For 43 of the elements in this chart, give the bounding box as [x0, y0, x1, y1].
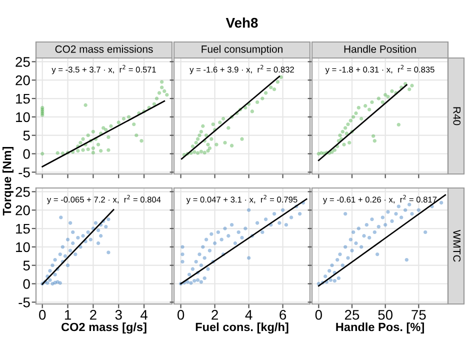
x-tick-label: 25: [344, 310, 360, 320]
x-tick-label: 4: [245, 310, 252, 320]
annotation: y = -0.61 + 0.26 · x, r$^{2}$ = 0.817: [322, 194, 437, 204]
y2-axis-title: R40: [453, 107, 461, 126]
y-tick-label: -5: [18, 298, 30, 308]
x-tick-label: 1: [64, 310, 71, 320]
y2-axis-title: WMTC: [453, 230, 461, 262]
y-tick-label: 5: [23, 260, 30, 271]
x-tick-label: 75: [412, 310, 426, 320]
x-tick-label: 6: [280, 310, 286, 320]
y-tick-label: 0: [23, 279, 30, 289]
chart-subtitle: Fuel consumption: [202, 45, 282, 55]
x-tick-label: 2: [90, 310, 96, 320]
annotation: y = -1.8 + 0.31 · x, r$^{2}$ = 0.835: [325, 64, 434, 74]
chart-subtitle: CO2 mass emissions: [55, 45, 153, 53]
y-tick-label: 25: [16, 187, 30, 197]
y-tick-label: -5: [18, 168, 30, 178]
y-tick-label: 0: [23, 149, 30, 159]
x-axis-title: Fuel cons. [kg/h]: [196, 322, 288, 334]
x-tick-label: 0: [315, 310, 322, 320]
annotation: y = -0.065 + 7.2 · x, r$^{2}$ = 0.804: [46, 194, 161, 204]
x-tick-label: 2: [212, 310, 218, 320]
y-tick-label: 20: [16, 205, 30, 216]
chart-title: Veh8: [226, 18, 258, 28]
annotation: y = 0.047 + 3.1 · x, r$^{2}$ = 0.795: [186, 194, 298, 204]
y-tick-label: 25: [16, 57, 30, 67]
y-tick-label: 15: [16, 94, 30, 104]
y-tick-label: 20: [16, 75, 30, 86]
x-tick-label: 0: [39, 310, 46, 320]
x-axis-title: CO2 mass [g/s]: [62, 322, 146, 334]
x-tick-label: 4: [140, 310, 148, 320]
y-tick-label: 15: [16, 224, 30, 234]
y-axis-title: Torque [Nm]: [2, 147, 14, 216]
x-axis-title: Handle Pos. [%]: [336, 322, 424, 334]
y-tick-label: 5: [23, 130, 30, 141]
y-tick-label: 10: [16, 112, 30, 122]
x-tick-label: 50: [378, 310, 393, 320]
y-tick-label: 10: [16, 242, 30, 252]
x-tick-label: 3: [115, 310, 122, 320]
annotation: y = -1.6 + 3.9 · x, r$^{2}$ = 0.832: [190, 64, 294, 74]
annotation: y = -3.5 + 3.7 · x, r$^{2}$ = 0.571: [52, 64, 156, 74]
chart-subtitle: Handle Position: [344, 45, 416, 53]
x-tick-label: 0: [177, 310, 184, 320]
